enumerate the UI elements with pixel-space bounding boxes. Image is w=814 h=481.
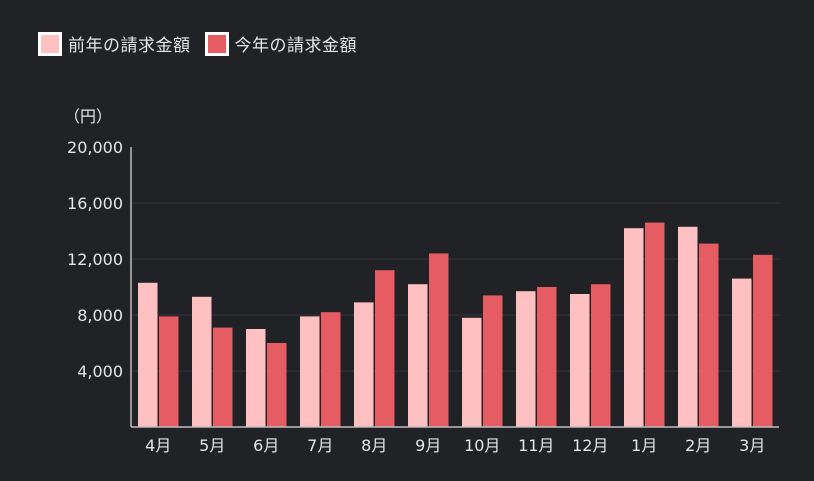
bars (138, 222, 773, 427)
y-axis-unit-label: （円） (64, 107, 112, 126)
y-tick-label: 12,000 (67, 250, 123, 269)
bar-previous-year[interactable] (138, 282, 158, 427)
legend-swatch-previous-year (38, 31, 62, 56)
x-tick-label: 12月 (572, 436, 608, 455)
x-tick-label: 11月 (518, 436, 554, 455)
bar-previous-year[interactable] (516, 291, 536, 427)
x-tick-label: 3月 (739, 436, 765, 455)
chart-legend: 前年の請求金額 今年の請求金額 (38, 31, 357, 56)
bar-current-year[interactable] (699, 243, 719, 427)
bar-current-year[interactable] (645, 222, 665, 427)
bar-current-year[interactable] (321, 312, 341, 427)
bar-current-year[interactable] (159, 316, 179, 427)
bar-previous-year[interactable] (354, 302, 374, 427)
bar-current-year[interactable] (753, 254, 773, 427)
bar-previous-year[interactable] (462, 317, 482, 427)
x-tick-label: 1月 (631, 436, 657, 455)
bar-current-year[interactable] (429, 253, 449, 427)
bar-current-year[interactable] (375, 270, 395, 427)
legend-swatch-current-year (204, 31, 229, 56)
legend-item-previous-year[interactable]: 前年の請求金額 (38, 31, 191, 56)
bar-current-year[interactable] (213, 327, 233, 427)
x-tick-label: 10月 (464, 436, 500, 455)
x-tick-label: 5月 (199, 436, 225, 455)
bar-previous-year[interactable] (246, 329, 266, 427)
y-tick-label: 8,000 (77, 306, 123, 325)
grid-lines (131, 202, 779, 372)
bar-current-year[interactable] (537, 287, 557, 427)
x-tick-label: 6月 (253, 436, 279, 455)
x-tick-label: 7月 (307, 436, 333, 455)
legend-item-current-year[interactable]: 今年の請求金額 (204, 31, 358, 56)
x-tick-label: 8月 (361, 436, 387, 455)
y-tick-label: 16,000 (67, 194, 123, 213)
bar-previous-year[interactable] (624, 228, 644, 427)
y-tick-label: 20,000 (67, 138, 123, 157)
bar-current-year[interactable] (267, 343, 287, 427)
bar-previous-year[interactable] (678, 226, 698, 427)
x-tick-label: 2月 (685, 436, 711, 455)
bar-current-year[interactable] (483, 295, 503, 427)
bar-current-year[interactable] (591, 284, 611, 427)
x-tick-label: 9月 (415, 436, 441, 455)
bar-previous-year[interactable] (192, 296, 212, 427)
y-axis-ticks: 4,000 8,000 12,000 16,000 20,000 (67, 138, 123, 381)
bar-previous-year[interactable] (300, 316, 320, 427)
bar-previous-year[interactable] (570, 294, 590, 427)
bar-previous-year[interactable] (732, 278, 752, 427)
x-axis-ticks: 4月 5月 6月 7月 8月 9月 10月 11月 12月 1月 2月 3月 (145, 436, 765, 455)
legend-label-previous-year: 前年の請求金額 (68, 36, 191, 56)
x-tick-label: 4月 (145, 436, 171, 455)
y-tick-label: 4,000 (77, 362, 123, 381)
legend-label-current-year: 今年の請求金額 (234, 36, 357, 56)
bar-previous-year[interactable] (408, 284, 428, 427)
